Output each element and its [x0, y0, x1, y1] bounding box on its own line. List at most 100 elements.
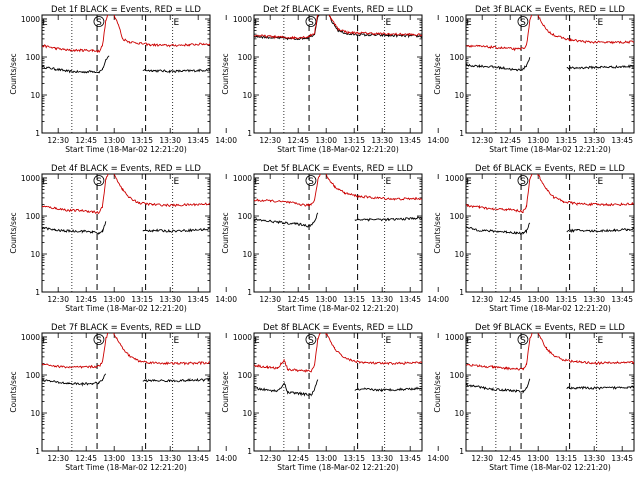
x-tick-label: 13:00	[315, 454, 337, 463]
x-tick-label: 13:15	[131, 295, 153, 304]
y-tick-label: 100	[450, 212, 465, 221]
y-tick-label: 100	[26, 53, 41, 62]
marker-e: E	[174, 18, 180, 28]
series-line-events	[42, 221, 210, 235]
x-axis-label: Start Time (18-Mar-02 12:21:20)	[277, 145, 399, 154]
y-tick-label: 1	[35, 447, 40, 456]
marker-s: S	[96, 177, 102, 187]
marker-e: E	[386, 177, 392, 187]
x-tick-label: 12:30	[47, 295, 69, 304]
y-tick-label: 100	[238, 371, 253, 380]
x-tick-label: 13:15	[131, 136, 153, 145]
series-line-lld	[254, 333, 422, 373]
series-line-events	[466, 222, 634, 235]
y-tick-label: 100	[238, 53, 253, 62]
marker-s: S	[308, 336, 314, 346]
x-tick-label: 12:30	[471, 136, 493, 145]
x-tick-label: 13:15	[343, 136, 365, 145]
panel-4: Det 4f BLACK = Events, RED = LLD 1 10 100 10…	[9, 164, 237, 313]
x-tick-label: 13:00	[315, 136, 337, 145]
y-tick-label: 10	[30, 409, 40, 418]
marker-circle	[93, 175, 105, 186]
marker-s: S	[520, 336, 526, 346]
y-tick-label: 100	[450, 371, 465, 380]
panel-title: Det 8f BLACK = Events, RED = LLD	[263, 323, 413, 333]
x-tick-label: 12:45	[75, 295, 97, 304]
x-tick-label: 14:00	[215, 295, 237, 304]
x-tick-label: 13:15	[555, 295, 577, 304]
y-tick-label: 1	[459, 447, 464, 456]
x-tick-label: 13:30	[159, 454, 181, 463]
x-tick-label: 12:30	[47, 136, 69, 145]
y-tick-label: 10	[242, 250, 252, 259]
marker-e: E	[254, 18, 260, 28]
y-tick-label: 1	[459, 288, 464, 297]
marker-s: S	[520, 177, 526, 187]
y-axis-label: Counts/sec	[221, 212, 230, 253]
x-tick-label: 12:45	[499, 136, 521, 145]
x-tick-label: 13:45	[399, 295, 421, 304]
series-line-events	[466, 57, 634, 72]
y-tick-label: 10	[242, 91, 252, 100]
marker-e: E	[42, 18, 48, 28]
series-line-lld	[466, 15, 634, 52]
plot-frame	[253, 14, 423, 134]
marker-e: E	[466, 177, 472, 187]
x-tick-label: 13:45	[611, 454, 633, 463]
y-tick-label: 100	[450, 53, 465, 62]
marker-e: E	[598, 336, 604, 346]
series-line-lld	[42, 174, 210, 215]
marker-e: E	[386, 18, 392, 28]
series-line-lld	[254, 174, 422, 207]
y-axis-label: Counts/sec	[221, 53, 230, 94]
x-tick-label: 13:15	[555, 136, 577, 145]
marker-circle	[305, 175, 317, 186]
series-line-lld	[254, 15, 422, 40]
panel-title: Det 6f BLACK = Events, RED = LLD	[475, 164, 625, 174]
y-tick-label: 1	[459, 129, 464, 138]
x-tick-label: 13:15	[555, 454, 577, 463]
panel-title: Det 2f BLACK = Events, RED = LLD	[263, 5, 413, 15]
y-tick-label: 10	[454, 250, 464, 259]
series-line-lld	[42, 333, 210, 369]
y-tick-label: 10	[454, 91, 464, 100]
marker-e: E	[42, 177, 48, 187]
x-tick-label: 12:45	[499, 454, 521, 463]
x-tick-label: 14:00	[215, 454, 237, 463]
y-tick-label: 100	[238, 212, 253, 221]
plot-frame	[41, 14, 211, 134]
series-line-events	[466, 378, 634, 395]
y-tick-label: 1000	[233, 174, 252, 183]
x-tick-label: 12:30	[47, 454, 69, 463]
plot-frame	[253, 332, 423, 452]
panel-1: Det 1f BLACK = Events, RED = LLD 1 10 100 10…	[9, 5, 237, 154]
x-axis-label: Start Time (18-Mar-02 12:21:20)	[65, 145, 187, 154]
panel-3: Det 3f BLACK = Events, RED = LLD 1 10 100 10…	[433, 5, 640, 154]
y-axis-label: Counts/sec	[221, 371, 230, 412]
y-tick-label: 1000	[21, 333, 40, 342]
x-tick-label: 12:45	[287, 295, 309, 304]
x-axis-label: Start Time (18-Mar-02 12:21:20)	[489, 145, 611, 154]
x-tick-label: 13:45	[399, 454, 421, 463]
panel-title: Det 3f BLACK = Events, RED = LLD	[475, 5, 625, 15]
y-tick-label: 1000	[233, 15, 252, 24]
x-tick-label: 13:30	[159, 136, 181, 145]
marker-circle	[517, 175, 529, 186]
y-axis-label: Counts/sec	[9, 212, 18, 253]
x-tick-label: 12:45	[75, 136, 97, 145]
y-tick-label: 1000	[21, 174, 40, 183]
y-tick-label: 1000	[233, 333, 252, 342]
x-tick-label: 13:00	[315, 295, 337, 304]
x-tick-label: 13:30	[371, 295, 393, 304]
x-tick-label: 13:30	[159, 295, 181, 304]
y-tick-label: 10	[30, 250, 40, 259]
x-tick-label: 12:45	[75, 454, 97, 463]
marker-s: S	[520, 18, 526, 28]
x-tick-label: 12:30	[259, 454, 281, 463]
plot-frame	[465, 14, 635, 134]
x-tick-label: 13:00	[103, 295, 125, 304]
x-axis-label: Start Time (18-Mar-02 12:21:20)	[65, 463, 187, 472]
x-tick-label: 13:45	[399, 136, 421, 145]
x-tick-label: 12:30	[259, 136, 281, 145]
